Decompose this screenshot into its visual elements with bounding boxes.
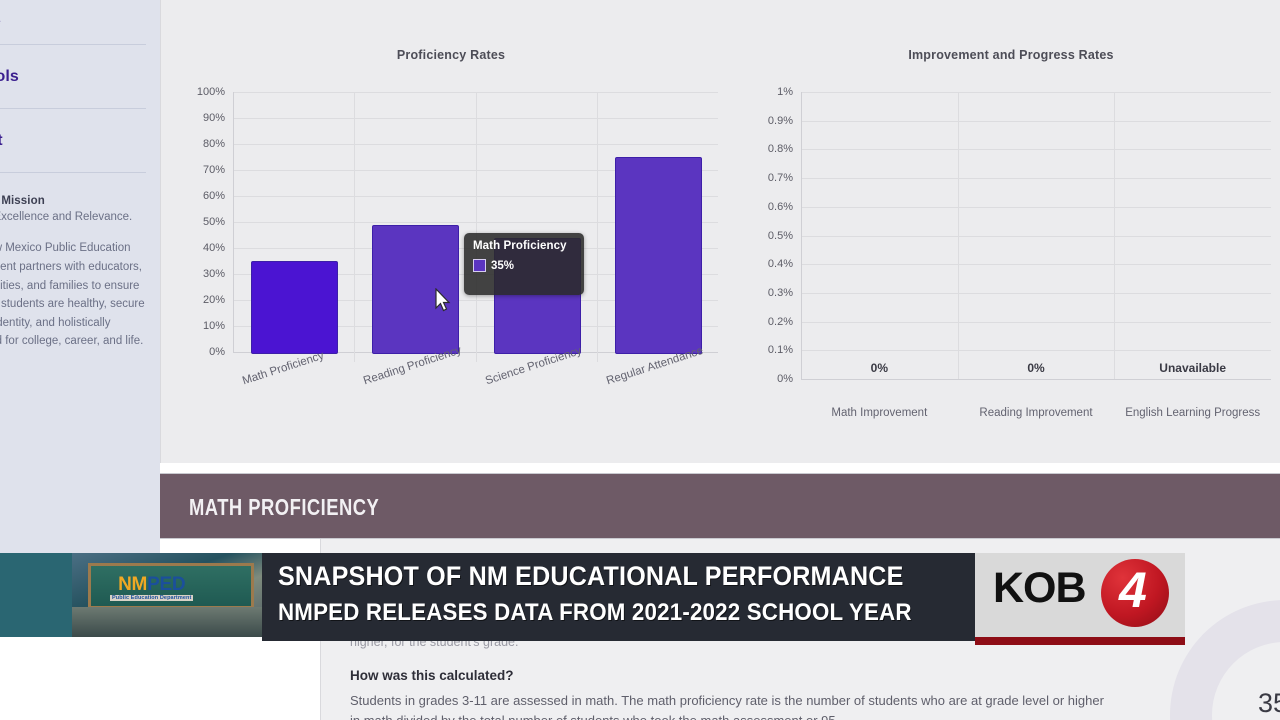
- category-separator: [1114, 92, 1116, 379]
- grid-line: [801, 120, 1271, 122]
- y-axis-tick-label: 30%: [202, 268, 225, 280]
- y-axis-tick-label: 0.6%: [767, 200, 793, 213]
- lower-third-base-strip: [262, 637, 975, 641]
- sidebar-item-schools[interactable]: Schools: [0, 45, 146, 109]
- nmped-logo-wordmark: NMPED: [110, 575, 193, 594]
- y-axis-tick-label: 70%: [202, 164, 225, 176]
- kob-call-letters: KOB: [993, 564, 1087, 612]
- grid-line: [801, 264, 1271, 266]
- how-calculated-heading: How was this calculated?: [350, 668, 514, 683]
- chart-proficiency-rates: Proficiency Rates 0% 10% 20% 30% 40% 50% 60% 70…: [161, 0, 741, 463]
- section-title: MATH PROFICIENCY: [189, 494, 380, 520]
- y-axis-tick-label: 1%: [777, 86, 793, 98]
- how-calculated-paragraph: Students in grades 3-11 are assessed in …: [350, 693, 1104, 720]
- sidebar-item-home[interactable]: Home: [0, 0, 146, 45]
- category-separator: [475, 92, 477, 362]
- grid-line: [801, 92, 1271, 93]
- bar-value-label: 0%: [1027, 361, 1045, 375]
- tooltip-title: Math Proficiency: [473, 240, 567, 252]
- lower-third-subhead: NMPED RELEASES DATA FROM 2021-2022 SCHOO…: [278, 599, 912, 626]
- donut-value-label: 35%: [1257, 688, 1280, 718]
- mission-tagline: Equity, Excellence and Relevance.: [0, 211, 133, 223]
- bar-regular-attendance[interactable]: [614, 157, 702, 354]
- chart-tooltip: Math Proficiency 35%: [464, 233, 584, 295]
- grid-line: [801, 292, 1271, 294]
- sidebar-item-label: Schools: [0, 68, 19, 85]
- y-axis-tick-label: 0.7%: [767, 172, 793, 185]
- category-separator: [354, 92, 356, 362]
- chart-title: Improvement and Progress Rates: [908, 48, 1114, 62]
- grid-line: [801, 321, 1271, 323]
- y-axis-tick-label: 10%: [202, 320, 225, 332]
- classroom-chalkboard-graphic: [88, 563, 254, 609]
- broadcast-lower-third: NMPED Public Education Department SNAPSH…: [0, 553, 1280, 645]
- lower-third-accent-block: [0, 553, 72, 637]
- kob-channel-number: 4: [1119, 562, 1147, 618]
- y-axis-tick-label: 80%: [202, 138, 225, 150]
- y-axis-tick-label: 0.8%: [767, 143, 793, 156]
- kob-red-underbar: [975, 637, 1185, 645]
- y-axis-tick-label: 0.5%: [767, 229, 793, 242]
- x-axis-tick-label: Math Improvement: [831, 407, 928, 419]
- grid-line: [801, 178, 1271, 180]
- plot-area: 0% 0.1% 0.2% 0.3% 0.4% 0.5% 0.6% 0.7% 0.8% 0.9% 1%…: [741, 86, 1280, 459]
- lower-third-headline: SNAPSHOT OF NM EDUCATIONAL PERFORMANCE: [278, 561, 904, 591]
- sidebar: Home Schools About NMPED Mission Equity,…: [0, 0, 160, 563]
- sidebar-item-label: About: [0, 132, 3, 149]
- y-axis-tick-label: 20%: [202, 294, 225, 306]
- chart-improvement-progress-rates: Improvement and Progress Rates 0% 0.1% 0.2…: [741, 0, 1280, 463]
- y-axis-tick-label: 0%: [209, 346, 225, 358]
- series-color-swatch-icon: [473, 259, 486, 272]
- sidebar-mission-block: NMPED Mission Equity, Excellence and Rel…: [0, 173, 146, 351]
- grid-line: [801, 235, 1271, 237]
- plot-area: 0% 10% 20% 30% 40% 50% 60% 70% 80% 90% 100% Math Pr…: [161, 86, 741, 432]
- x-axis-tick-label: English Learning Progress: [1125, 407, 1261, 419]
- mouse-cursor-icon: [434, 287, 452, 319]
- category-separator: [957, 92, 959, 379]
- grid-line: [801, 206, 1271, 208]
- x-axis-tick-label: Math Proficiency: [241, 349, 326, 388]
- nmped-logo: NMPED Public Education Department: [110, 575, 194, 601]
- y-axis-tick-label: 0.2%: [767, 315, 793, 328]
- classroom-desks-graphic: [72, 607, 262, 637]
- y-axis-tick-label: 50%: [202, 216, 225, 228]
- category-separator: [596, 92, 598, 362]
- y-axis-tick-label: 0.3%: [767, 286, 793, 299]
- nmped-logo-subtitle: Public Education Department: [110, 595, 194, 601]
- y-axis-line: [233, 92, 234, 353]
- mission-title: NMPED Mission: [0, 195, 45, 207]
- tooltip-value-row: 35%: [464, 256, 584, 272]
- kob-red-circle-icon: [1101, 559, 1169, 627]
- y-axis-tick-label: 90%: [202, 112, 225, 124]
- x-axis-line: [801, 379, 1271, 380]
- grid-line: [801, 350, 1271, 352]
- nmped-logo-nm: NM: [118, 574, 148, 595]
- mission-body: The New Mexico Public Education Departme…: [0, 242, 145, 348]
- charts-panel: Proficiency Rates 0% 10% 20% 30% 40% 50% 60% 70…: [160, 0, 1280, 463]
- sidebar-item-label: Home: [0, 13, 1, 30]
- lower-third-text-panel: SNAPSHOT OF NM EDUCATIONAL PERFORMANCE N…: [262, 553, 975, 637]
- tooltip-value: 35%: [491, 259, 515, 272]
- bar-math-proficiency[interactable]: [251, 261, 339, 354]
- y-axis-tick-label: 0%: [777, 373, 793, 385]
- math-proficiency-donut-chart: 35%: [1170, 600, 1280, 720]
- chart-title: Proficiency Rates: [396, 48, 506, 62]
- nmped-logo-ped: PED: [147, 574, 186, 595]
- section-header-bar: MATH PROFICIENCY: [160, 473, 1280, 539]
- y-axis-tick-label: 40%: [202, 242, 225, 254]
- bar-value-label: Unavailable: [1159, 361, 1226, 375]
- y-axis-tick-label: 0.9%: [767, 114, 793, 127]
- bar-value-label: 0%: [870, 361, 888, 375]
- kob4-station-logo: KOB 4: [975, 553, 1185, 645]
- bar-reading-proficiency[interactable]: [372, 224, 460, 354]
- grid-line: [801, 149, 1271, 151]
- y-axis-tick-label: 60%: [202, 190, 225, 202]
- y-axis-tick-label: 0.1%: [767, 344, 793, 357]
- sidebar-item-about[interactable]: About: [0, 109, 146, 173]
- x-axis-tick-label: Reading Improvement: [979, 407, 1093, 419]
- y-axis-line: [801, 92, 802, 380]
- y-axis-tick-label: 0.4%: [767, 258, 793, 271]
- y-axis-tick-label: 100%: [196, 86, 225, 98]
